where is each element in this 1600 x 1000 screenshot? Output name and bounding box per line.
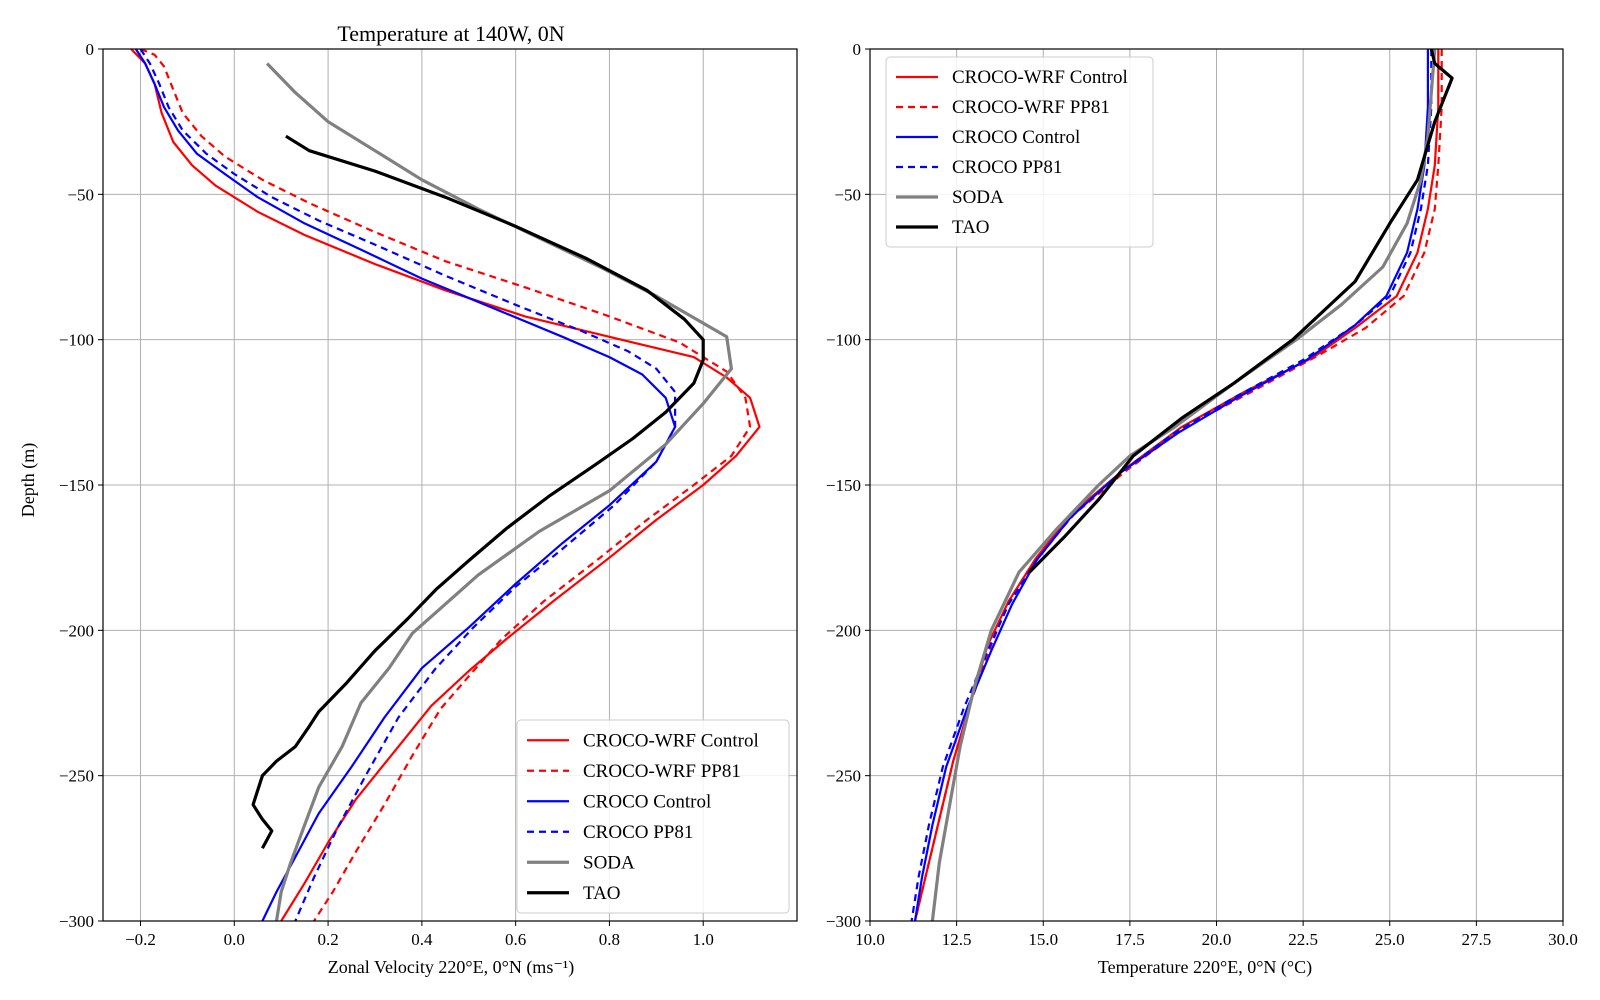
legend-label: CROCO-WRF PP81: [952, 97, 1110, 118]
y-tick-label: −150: [59, 476, 94, 495]
x-axis-label: Zonal Velocity 220°E, 0°N (ms⁻¹): [328, 957, 574, 978]
series-line-croco-pp81: [139, 49, 677, 921]
x-tick-label: 10.0: [855, 930, 885, 949]
legend-label: SODA: [952, 187, 1004, 208]
y-tick-label: 0: [86, 40, 95, 59]
series-group: [130, 49, 761, 921]
x-tick-label: 1.0: [693, 930, 714, 949]
y-tick-label: −250: [59, 767, 94, 786]
x-tick-label: 0.2: [317, 930, 338, 949]
legend-box: [516, 719, 790, 914]
x-tick-label: 0.4: [411, 930, 433, 949]
x-tick-label: 12.5: [942, 930, 972, 949]
x-tick-label: 15.0: [1028, 930, 1058, 949]
series-group: [910, 49, 1454, 921]
y-axis-label: Depth (m): [18, 443, 39, 517]
legend-label: CROCO Control: [583, 791, 711, 812]
y-tick-label: −150: [826, 476, 861, 495]
y-tick-label: −200: [59, 621, 94, 640]
series-line-croco-control: [134, 49, 677, 921]
y-tick-label: −300: [59, 912, 94, 931]
legend-label: CROCO PP81: [583, 822, 693, 843]
legend: CROCO-WRF Control CROCO-WRF PP81 CROCO Con…: [516, 719, 790, 914]
plot-frame: [869, 48, 1564, 922]
legend-box: [885, 56, 1154, 248]
y-tick-label: −50: [67, 185, 94, 204]
x-axis-label: Temperature 220°E, 0°N (°C): [1098, 957, 1312, 978]
x-tick-label: 0.6: [505, 930, 526, 949]
y-tick-label: −100: [826, 331, 861, 350]
legend-label: CROCO PP81: [952, 157, 1062, 178]
x-tick-label: −0.2: [125, 930, 156, 949]
y-tick-label: −100: [59, 331, 94, 350]
y-tick-label: 0: [853, 40, 862, 59]
series-line-tao: [251, 134, 705, 850]
x-tick-label: 22.5: [1288, 930, 1318, 949]
legend-label: CROCO-WRF Control: [583, 730, 759, 751]
y-tick-label: −250: [826, 767, 861, 786]
x-tick-label: 25.0: [1375, 930, 1405, 949]
series-line-croco-pp81: [910, 49, 1433, 921]
x-tick-label: 0.0: [224, 930, 245, 949]
legend-label: CROCO-WRF Control: [952, 67, 1128, 88]
y-tick-label: −300: [826, 912, 861, 931]
legend-label: SODA: [583, 852, 635, 873]
x-tick-label: 20.0: [1202, 930, 1232, 949]
series-line-tao: [1028, 49, 1454, 574]
x-tick-label: 0.8: [599, 930, 620, 949]
x-tick-label: 27.5: [1462, 930, 1492, 949]
legend-label: CROCO Control: [952, 127, 1080, 148]
y-tick-label: −50: [834, 185, 861, 204]
y-tick-label: −200: [826, 621, 861, 640]
x-tick-label: 30.0: [1548, 930, 1578, 949]
plot-frame: [102, 48, 798, 922]
legend: CROCO-WRF Control CROCO-WRF PP81 CROCO Con…: [885, 56, 1154, 248]
x-tick-label: 17.5: [1115, 930, 1145, 949]
legend-label: TAO: [583, 883, 621, 904]
legend-label: CROCO-WRF PP81: [583, 761, 741, 782]
series-line-soda: [265, 62, 733, 921]
temperature-panel: Temperature 220°E, 0°N (°C) 10.0 12.5 15.0…: [826, 40, 1578, 978]
velocity-panel: Temperature at 140W, 0N Zonal Velocity 2…: [18, 21, 798, 978]
legend-label: TAO: [952, 217, 990, 238]
chart-title: Temperature at 140W, 0N: [337, 21, 564, 46]
series-line-croco-wrf-pp81: [140, 49, 752, 921]
